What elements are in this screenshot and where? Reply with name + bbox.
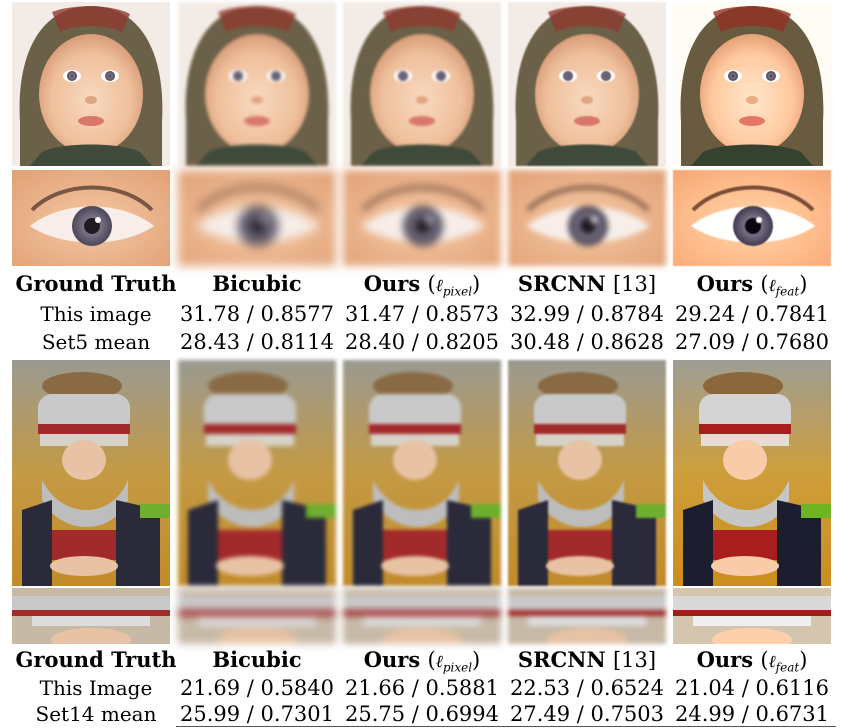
column-header-ours-feat: Ours (ℓfeat) [696,271,808,299]
figure-srcnn-crop [508,588,666,644]
figure-ours-feat-image [673,360,831,586]
eye-gt-crop [12,170,170,266]
column-header-ours-pixel: Ours (ℓpixel) [363,647,481,675]
row-label: Set14 mean [35,702,157,726]
metric-value: 24.99 / 0.6731 [674,702,830,726]
baby-srcnn-image [508,2,666,166]
metric-value: 25.99 / 0.7301 [179,702,335,726]
metric-value: 21.04 / 0.6116 [674,676,830,700]
metric-value: 30.48 / 0.8628 [509,330,665,354]
metric-value: 25.75 / 0.6994 [344,702,500,726]
column-header-bicubic: Bicubic [212,271,302,296]
metrics-row-this-image: This image 31.78 / 0.8577 31.47 / 0.8573… [0,300,850,328]
baby-gt-image [12,2,170,166]
figure-srcnn-image [508,360,666,586]
figure-gt-image [12,360,170,586]
column-header-ours-pixel: Ours (ℓpixel) [363,271,481,299]
metric-value: 27.49 / 0.7503 [509,702,665,726]
column-header-ground-truth: Ground Truth [15,271,177,296]
metric-value: 21.69 / 0.5840 [179,676,335,700]
eye-srcnn-crop [508,170,666,266]
metric-value: 31.47 / 0.8573 [344,302,500,326]
metric-value: 31.78 / 0.8577 [179,302,335,326]
row-label: This Image [39,676,153,700]
metric-value: 27.09 / 0.7680 [674,330,830,354]
figure-bicubic-image [178,360,336,586]
row-label: Set5 mean [41,330,151,354]
metric-value: 32.99 / 0.8784 [509,302,665,326]
figure-bicubic-crop [178,588,336,644]
baby-ours-pixel-image [343,2,501,166]
column-header-ground-truth: Ground Truth [15,647,177,672]
column-header-ours-feat: Ours (ℓfeat) [696,647,808,675]
eye-ours-pixel-crop [343,170,501,266]
baby-ours-feat-image [673,2,831,166]
column-header-srcnn: SRCNN [13] [517,271,657,296]
metric-value: 21.66 / 0.5881 [344,676,500,700]
metrics-row-set5-mean: Set5 mean 28.43 / 0.8114 28.40 / 0.8205 … [0,328,850,356]
column-header-bicubic: Bicubic [212,647,302,672]
metric-value: 28.43 / 0.8114 [179,330,335,354]
eye-bicubic-crop [178,170,336,266]
figure-ours-pixel-image [343,360,501,586]
column-header-srcnn: SRCNN [13] [517,647,657,672]
metrics-row-this-image: This Image 21.69 / 0.5840 21.66 / 0.5881… [0,674,850,702]
eye-ours-feat-crop [673,170,831,266]
figure-ours-feat-crop [673,588,831,644]
section2-header-row: Ground Truth Bicubic Ours (ℓpixel) SRCNN… [0,646,850,674]
metric-value: 22.53 / 0.6524 [509,676,665,700]
metric-value: 29.24 / 0.7841 [674,302,830,326]
baby-bicubic-image [178,2,336,166]
metrics-row-set14-mean: Set14 mean 25.99 / 0.7301 25.75 / 0.6994… [0,700,850,728]
metric-value: 28.40 / 0.8205 [344,330,500,354]
row-label: This image [40,302,152,326]
table-bottom-rule [176,726,836,727]
figure-ours-pixel-crop [343,588,501,644]
section1-header-row: Ground Truth Bicubic Ours (ℓpixel) SRCNN… [0,270,850,298]
figure-gt-crop [12,588,170,644]
